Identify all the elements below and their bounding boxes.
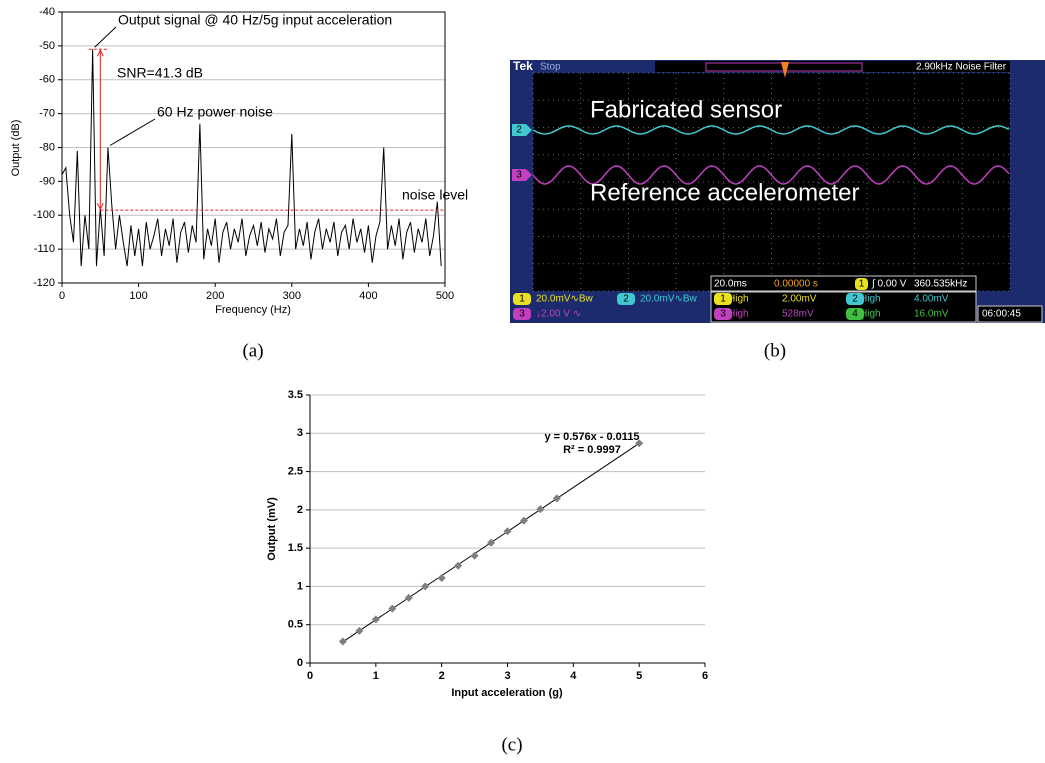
data-point [471, 552, 479, 560]
data-point [405, 594, 413, 602]
scope-text: 528mV [782, 309, 814, 320]
scope-text: High [728, 309, 749, 320]
pointer [110, 119, 155, 146]
scope-text: 2 [623, 294, 629, 305]
y-tick-label: -60 [39, 74, 55, 86]
scope-text: Stop [540, 62, 561, 73]
scope-text: Reference accelerometer [590, 179, 859, 206]
x-tick-label: 0 [307, 670, 313, 682]
x-tick-label: 4 [570, 670, 577, 682]
scope-text: 0.00000 s [774, 279, 818, 290]
data-point [421, 582, 429, 590]
scope-text: 16.0mV [914, 309, 949, 320]
x-axis-label: Input acceleration (g) [451, 687, 563, 699]
x-tick-label: 3 [504, 670, 510, 682]
y-tick-label: 1 [297, 580, 303, 592]
scope-text: ∫ 0.00 V [871, 279, 907, 290]
scope-text: 4 [852, 309, 858, 320]
data-point [339, 638, 347, 646]
scope-text: 2.90kHz Noise Filter [916, 62, 1007, 73]
x-tick-label: 400 [359, 290, 377, 302]
x-tick-label: 300 [283, 290, 301, 302]
data-point [487, 539, 495, 547]
y-tick-label: -120 [33, 277, 55, 289]
y-tick-label: -50 [39, 40, 55, 52]
x-tick-label: 500 [436, 290, 454, 302]
y-tick-label: 2.5 [288, 465, 303, 477]
data-point [388, 605, 396, 613]
y-tick-label: 3.5 [288, 389, 303, 401]
scope-text: High [860, 294, 881, 305]
spectrum-line [62, 49, 441, 266]
scope-text: 2 [852, 294, 858, 305]
annotation: SNR=41.3 dB [117, 65, 203, 81]
y-tick-label: 3 [297, 427, 303, 439]
scope-text: 2 [516, 125, 522, 136]
scope-text: 2.00mV [782, 294, 817, 305]
x-tick-label: 2 [439, 670, 445, 682]
y-tick-label: -40 [39, 6, 55, 18]
y-tick-label: -110 [34, 243, 55, 255]
annotation: noise level [402, 187, 468, 203]
figure: -120-110-100-90-80-70-60-50-400100200300… [0, 0, 1045, 763]
data-point [355, 627, 363, 635]
caption: (a) [242, 340, 263, 361]
data-point [504, 527, 512, 535]
trend-equation: y = 0.576x - 0.0115 [544, 431, 639, 443]
y-tick-label: -70 [39, 108, 55, 120]
scope-text: Fabricated sensor [590, 96, 782, 123]
caption: (c) [501, 734, 522, 755]
x-tick-label: 1 [373, 670, 379, 682]
data-point [553, 494, 561, 502]
scope-text: 4.00mV [914, 294, 949, 305]
y-tick-label: 2 [297, 504, 303, 516]
y-tick-label: -80 [39, 141, 55, 153]
x-tick-label: 6 [702, 670, 708, 682]
x-tick-label: 5 [636, 670, 642, 682]
y-tick-label: -90 [39, 175, 55, 187]
scope-text: (b) [764, 340, 786, 361]
x-tick-label: 0 [59, 290, 65, 302]
data-point [438, 574, 446, 582]
annotation: 60 Hz power noise [157, 104, 273, 120]
y-tick-label: -100 [33, 209, 55, 221]
scope-text: 3 [519, 309, 525, 320]
y-tick-label: 0 [297, 657, 303, 669]
scope-text: 20.0mV∿Bw [640, 294, 698, 305]
scope-text: 06:00:45 [982, 309, 1021, 320]
scope-text: 20.0mV∿Bw [536, 294, 594, 305]
scope-text: 1 [720, 294, 726, 305]
x-tick-label: 100 [129, 290, 147, 302]
trend-r2: R² = 0.9997 [563, 444, 621, 456]
x-tick-label: 200 [206, 290, 224, 302]
y-tick-label: 0.5 [288, 619, 303, 631]
scope-text: 360.535kHz [914, 279, 967, 290]
y-axis-label: Output (mV) [266, 497, 278, 561]
scope-text: 1 [859, 279, 865, 290]
x-axis-label: Frequency (Hz) [215, 304, 291, 316]
data-point [520, 517, 528, 525]
y-axis-label: Output (dB) [10, 120, 22, 177]
scope-text: 20.0ms [714, 279, 747, 290]
pointer [95, 27, 116, 47]
scope-text: Tek [513, 59, 533, 73]
scope-text: 3 [516, 170, 522, 181]
annotation: Output signal @ 40 Hz/5g input accelerat… [118, 12, 392, 28]
scope-text: High [860, 309, 881, 320]
scope-text: ↓2.00 V ∿ [536, 309, 581, 320]
scope-text: 3 [720, 309, 726, 320]
y-tick-label: 1.5 [288, 542, 303, 554]
scope-text: High [728, 294, 749, 305]
scope-text: 1 [519, 294, 525, 305]
